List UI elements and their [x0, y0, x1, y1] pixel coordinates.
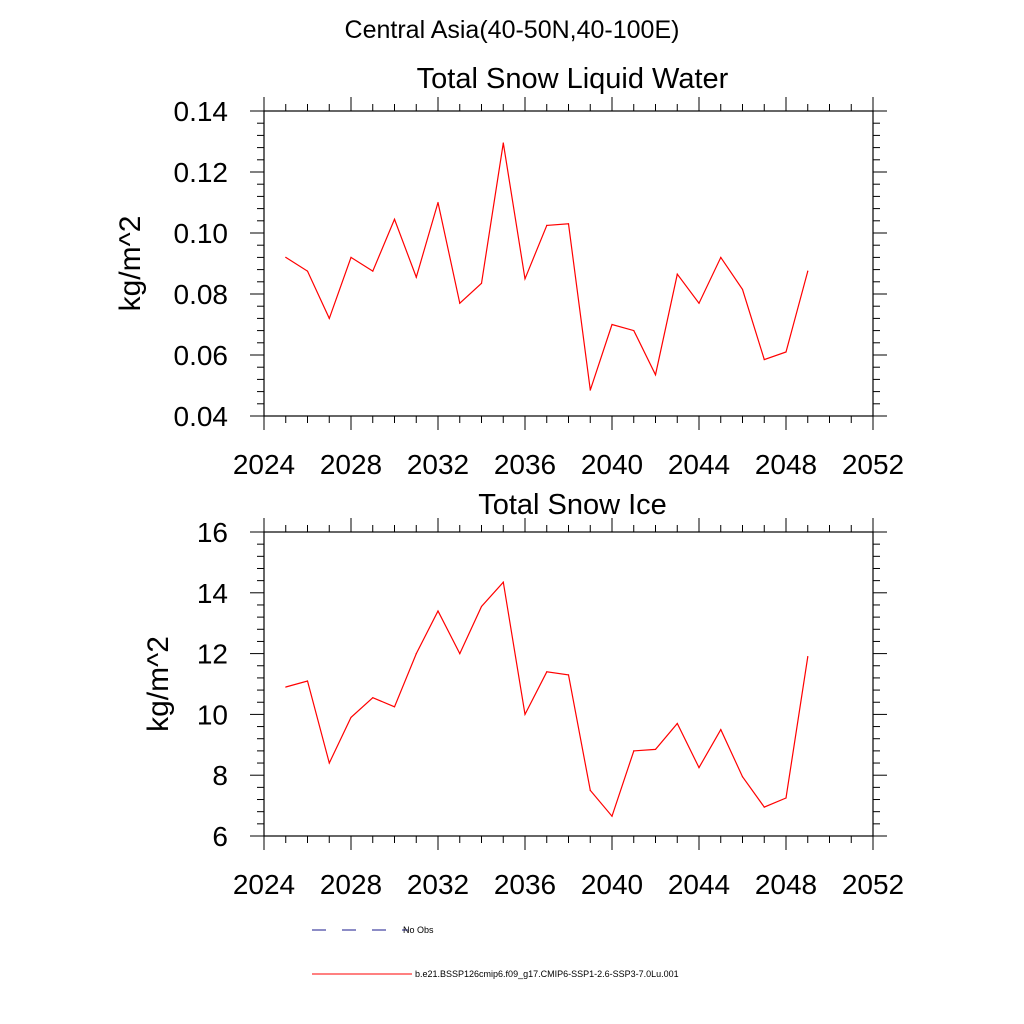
legend: No Obs b.e21.BSSP126cmip6.f09_g17.CMIP6-S… — [312, 925, 679, 979]
legend-model-label: b.e21.BSSP126cmip6.f09_g17.CMIP6-SSP1-2.… — [415, 969, 679, 979]
liquid-water-data-point — [480, 282, 483, 284]
snow-ice-data-point — [524, 713, 526, 716]
x-tick-label: 2024 — [233, 449, 295, 480]
snow-ice-data-point — [350, 716, 352, 719]
liquid-water-series-line — [285, 142, 809, 391]
y-tick-label: 0.10 — [174, 218, 229, 249]
liquid-water-data-point — [415, 276, 417, 278]
y-tick-label: 8 — [212, 760, 228, 791]
liquid-water-data-point — [350, 256, 352, 258]
x-tick-label: 2052 — [842, 869, 904, 900]
liquid-water-data-point — [567, 223, 570, 225]
y-tick-label: 10 — [197, 699, 228, 730]
snow-ice-data-point — [654, 748, 657, 750]
snow-ice-data-point — [611, 815, 613, 817]
liquid-water-data-point — [524, 278, 526, 280]
snow-liquid-water-panel: 2024 2028 2032 2036 2040 2044 2048 2052 0.04 0.06… — [114, 63, 904, 480]
snow-ice-data-point — [763, 806, 765, 808]
x-tick-label: 2040 — [581, 449, 643, 480]
snow-ice-data-point — [741, 776, 744, 778]
liquid-water-data-point — [785, 351, 787, 353]
snow-ice-data-point — [698, 767, 700, 769]
liquid-water-data-point — [372, 270, 374, 272]
snow-ice-data-point — [720, 729, 722, 731]
liquid-water-data-point — [698, 302, 700, 304]
liquid-water-data-point — [611, 323, 613, 326]
x-tick-label: 2044 — [668, 449, 730, 480]
y-tick-label: 0.12 — [174, 157, 229, 188]
liquid-water-data-point — [437, 201, 439, 204]
snow-ice-data-point — [372, 697, 374, 699]
snow-ice-data-point — [785, 797, 787, 799]
snow-ice-panel: 2024 2028 2032 2036 2040 2044 2048 2052 6 8 10 12 14… — [142, 489, 904, 900]
x-tick-label: 2036 — [494, 869, 556, 900]
liquid-water-data-point — [393, 218, 396, 220]
x-tick-label: 2024 — [233, 869, 295, 900]
x-tick-label: 2036 — [494, 449, 556, 480]
snow-ice-data-point — [676, 722, 678, 725]
x-tick-label: 2028 — [320, 869, 382, 900]
y-tick-label: 0.14 — [174, 96, 229, 127]
liquid-water-data-point — [763, 358, 765, 361]
liquid-water-data-point — [807, 270, 809, 272]
snow-ice-data-point — [589, 789, 591, 792]
x-tick-label: 2044 — [668, 869, 730, 900]
y-tick-label: 14 — [197, 578, 228, 609]
x-tick-label: 2052 — [842, 449, 904, 480]
liquid-water-title: Total Snow Liquid Water — [417, 63, 729, 95]
y-tick-label: 0.06 — [174, 340, 229, 371]
x-tick-label: 2048 — [755, 449, 817, 480]
snow-ice-data-point — [807, 656, 809, 658]
y-tick-label: 16 — [197, 517, 228, 548]
liquid-water-data-point — [306, 270, 309, 272]
snow-ice-data-point — [437, 610, 439, 612]
snow-ice-data-point — [328, 762, 330, 764]
liquid-water-data-point — [741, 288, 744, 291]
snow-ice-data-point — [459, 653, 461, 655]
y-tick-label: 12 — [197, 639, 228, 670]
snow-ice-data-point — [633, 750, 635, 752]
liquid-water-data-point — [285, 256, 287, 258]
liquid-water-data-point — [502, 142, 504, 144]
liquid-water-plot-frame — [263, 110, 874, 417]
snow-ice-data-point — [567, 674, 570, 676]
snow-ice-plot-frame — [263, 531, 874, 837]
y-tick-label: 0.08 — [174, 279, 229, 310]
snow-ice-data-point — [546, 671, 548, 673]
liquid-water-data-point — [546, 224, 548, 226]
snow-ice-data-point — [415, 653, 417, 655]
snow-ice-data-point — [480, 605, 483, 608]
x-tick-label: 2032 — [407, 449, 469, 480]
x-tick-label: 2040 — [581, 869, 643, 900]
snow-ice-data-point — [502, 581, 504, 583]
y-tick-label: 0.04 — [174, 401, 229, 432]
x-tick-label: 2032 — [407, 869, 469, 900]
snow-ice-y-axis-title: kg/m^2 — [142, 636, 175, 732]
snow-ice-data-point — [285, 686, 287, 688]
liquid-water-y-axis-title: kg/m^2 — [114, 216, 147, 312]
snow-ice-series-line — [285, 580, 809, 818]
liquid-water-data-point — [328, 317, 330, 319]
page-title: Central Asia(40-50N,40-100E) — [344, 16, 680, 44]
x-tick-label: 2048 — [755, 869, 817, 900]
y-tick-label: 6 — [212, 821, 228, 852]
snow-ice-data-point — [393, 706, 396, 708]
snow-ice-title: Total Snow Ice — [478, 489, 667, 521]
liquid-water-data-point — [459, 302, 461, 304]
liquid-water-data-point — [654, 374, 657, 376]
snow-ice-data-point — [306, 680, 309, 682]
liquid-water-data-point — [633, 330, 635, 332]
liquid-water-data-point — [720, 256, 722, 258]
liquid-water-data-point — [589, 389, 591, 391]
legend-no-obs-label: No Obs — [403, 925, 434, 935]
x-tick-label: 2028 — [320, 449, 382, 480]
liquid-water-data-point — [676, 273, 678, 275]
